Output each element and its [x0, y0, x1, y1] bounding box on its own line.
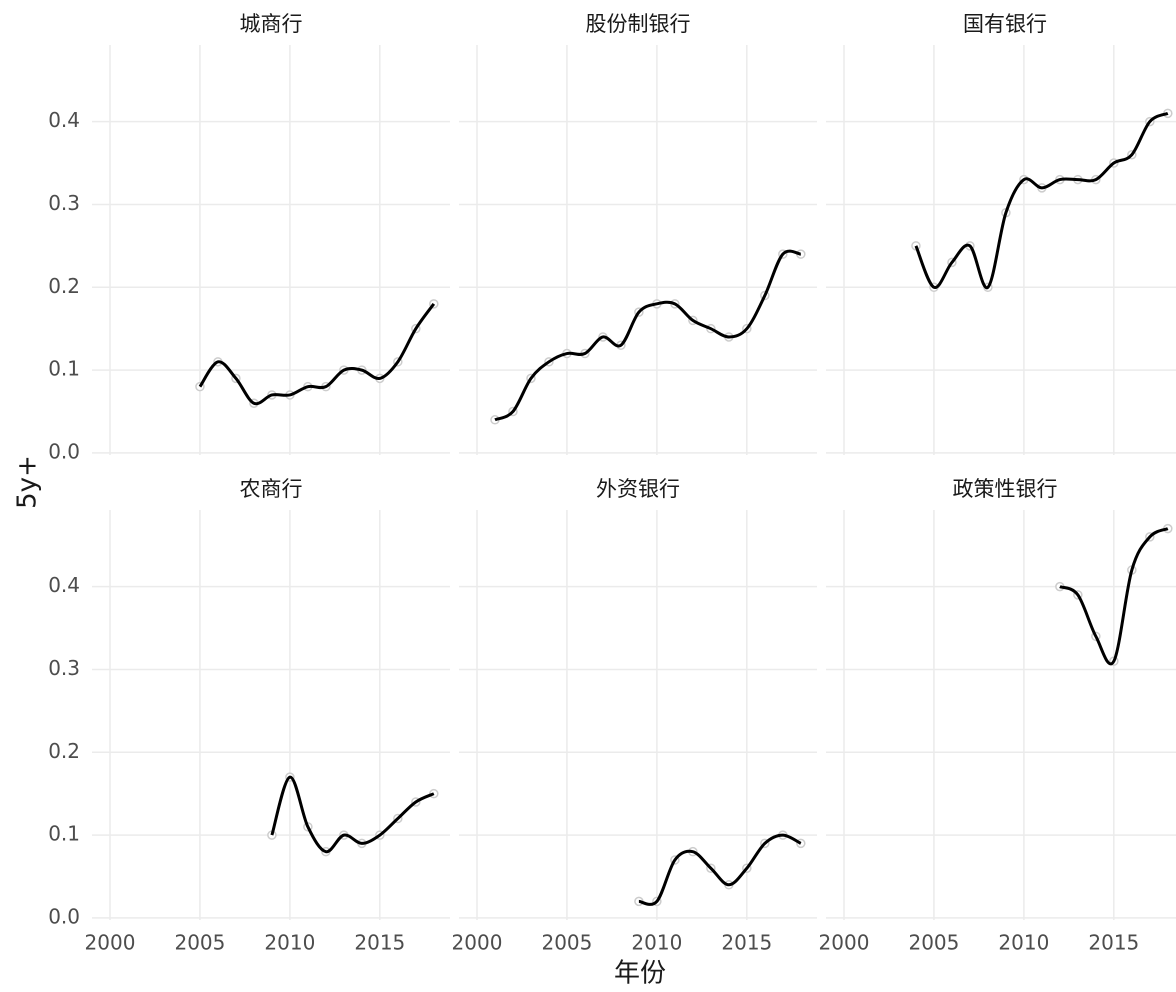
line	[270, 775, 435, 854]
x-tick-label: 2000	[85, 931, 136, 955]
y-tick-label: 0.2	[48, 274, 80, 298]
x-tick-label: 2010	[631, 931, 682, 955]
y-tick-label: 0.4	[48, 573, 80, 597]
line	[494, 249, 802, 422]
y-tick-label: 0.0	[48, 904, 80, 928]
x-tick-label: 2015	[721, 931, 772, 955]
y-tick-label: 0.2	[48, 739, 80, 763]
x-tick-label: 2000	[819, 931, 870, 955]
y-tick-label: 0.3	[48, 656, 80, 680]
x-tick-label: 2005	[541, 931, 592, 955]
x-tick-label: 2010	[998, 931, 1049, 955]
y-tick-label: 0.0	[48, 439, 80, 463]
x-tick-label: 2005	[174, 931, 225, 955]
line	[198, 302, 436, 406]
x-tick-label: 2015	[354, 931, 405, 955]
x-tick-label: 2010	[264, 931, 315, 955]
facet-title: 外资银行	[596, 477, 680, 501]
facet-title: 股份制银行	[586, 12, 691, 36]
line	[1059, 527, 1169, 666]
x-tick-label: 2000	[452, 931, 503, 955]
y-tick-label: 0.1	[48, 357, 80, 381]
line	[914, 111, 1169, 289]
x-axis-title: 年份	[614, 959, 666, 989]
facet-title: 农商行	[240, 477, 303, 501]
facet-title: 城商行	[240, 12, 303, 36]
facet-title: 政策性银行	[953, 477, 1058, 501]
y-axis-title: 5y+	[13, 455, 43, 509]
y-tick-label: 0.1	[48, 822, 80, 846]
line	[638, 833, 802, 906]
x-tick-label: 2015	[1088, 931, 1139, 955]
y-tick-label: 0.4	[48, 108, 80, 132]
facet-title: 国有银行	[963, 12, 1047, 36]
x-tick-label: 2005	[908, 931, 959, 955]
y-tick-label: 0.3	[48, 191, 80, 215]
